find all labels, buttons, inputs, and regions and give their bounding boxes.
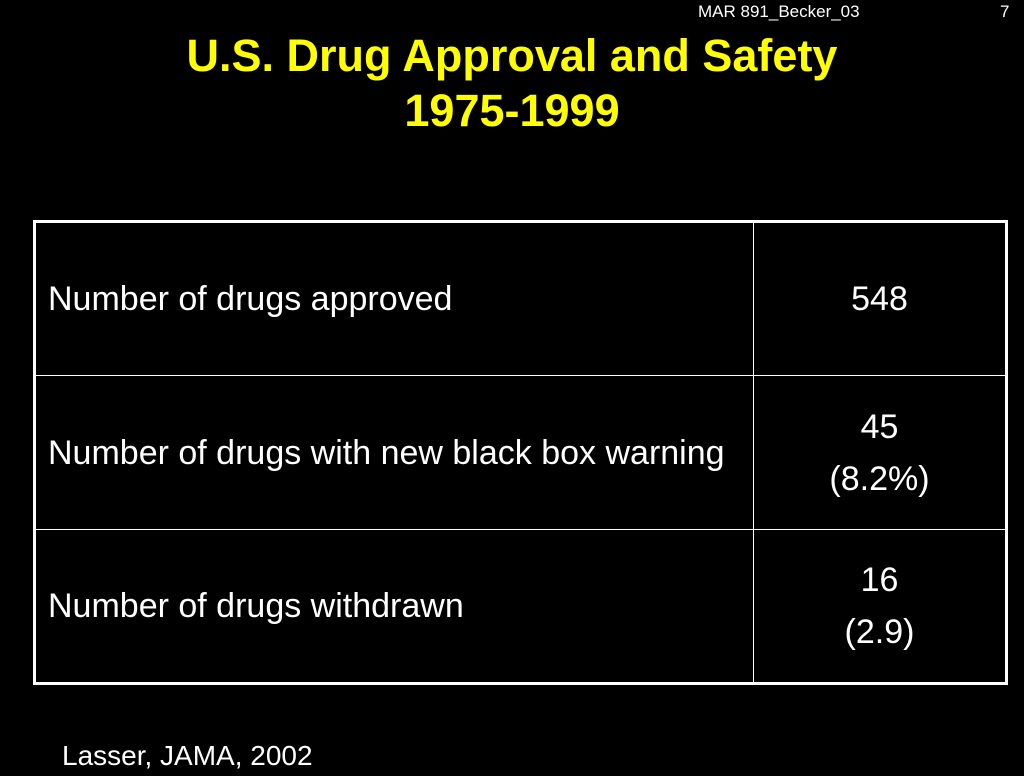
row-value: 16 — [860, 561, 899, 599]
row-label: Number of drugs approved — [34, 221, 754, 376]
row-value-detail: (2.9) — [844, 613, 915, 651]
slide-number: 7 — [1000, 2, 1010, 21]
row-value-cell: 45 (8.2%) — [753, 375, 1007, 530]
drug-safety-table: Number of drugs approved 548 Number of d… — [33, 220, 1008, 685]
slide-title: U.S. Drug Approval and Safety 1975-1999 — [0, 28, 1024, 138]
slide-code: MAR 891_Becker_03 — [698, 2, 860, 21]
row-value-cell: 548 — [753, 221, 1007, 376]
slide-title-line-1: U.S. Drug Approval and Safety — [186, 30, 838, 81]
table-row: Number of drugs withdrawn 16 (2.9) — [34, 529, 1007, 684]
slide-header: MAR 891_Becker_03 7 — [0, 2, 1024, 24]
row-value-cell: 16 (2.9) — [753, 529, 1007, 684]
row-label: Number of drugs with new black box warni… — [34, 375, 754, 530]
row-value-detail: (8.2%) — [829, 459, 930, 498]
row-value: 45 — [860, 407, 899, 446]
citation: Lasser, JAMA, 2002 — [62, 740, 313, 771]
table-row: Number of drugs with new black box warni… — [34, 375, 1007, 530]
row-value: 548 — [851, 280, 908, 318]
slide-title-line-2: 1975-1999 — [404, 85, 620, 136]
row-label: Number of drugs withdrawn — [34, 529, 754, 684]
table-row: Number of drugs approved 548 — [34, 221, 1007, 376]
